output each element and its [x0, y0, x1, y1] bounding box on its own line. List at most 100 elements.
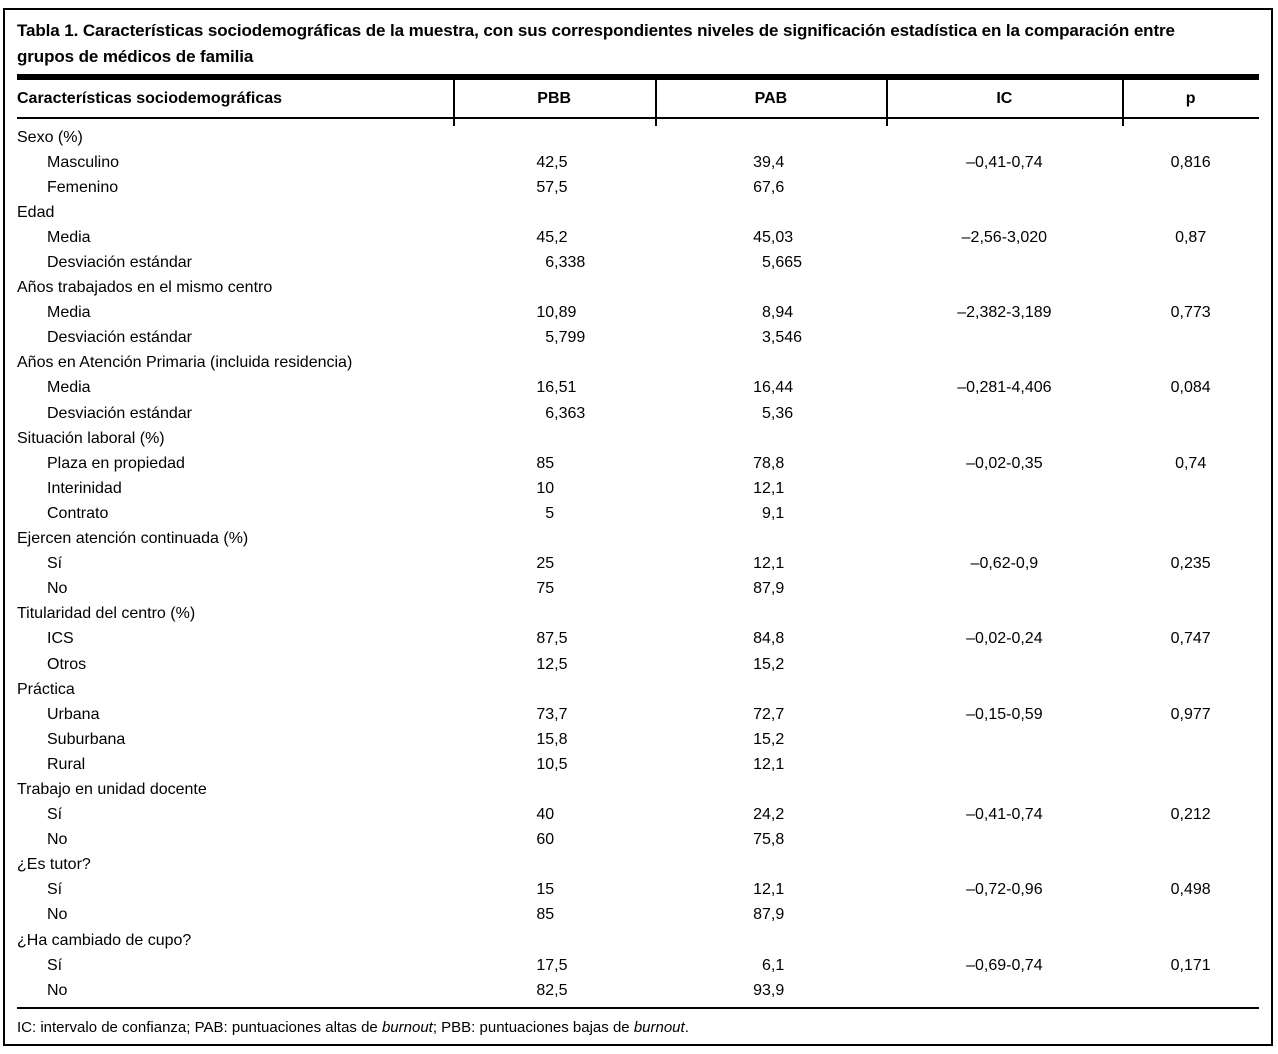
decimal-part	[554, 480, 655, 498]
table-title: Tabla 1. Características sociodemográfic…	[17, 10, 1259, 70]
integer-part: 72	[753, 705, 771, 723]
row-label: Media	[47, 379, 91, 397]
table-row: Desviación estándar 6,363 5,36	[17, 401, 1259, 426]
pbb-value: 15,8	[453, 731, 655, 749]
integer-part: 5	[761, 404, 771, 422]
pbb-value: 12,5	[453, 656, 655, 674]
pab-value: 12,1	[655, 480, 886, 498]
ic-value: –2,382-3,189	[957, 304, 1052, 322]
pbb-value: 6,338	[453, 254, 655, 272]
row-label: No	[47, 831, 68, 849]
decimal-part: ,5	[554, 178, 568, 196]
table-row: Urbana 73,7 72,7 –0,15-0,59 0,977	[17, 702, 1259, 727]
integer-part: 10	[536, 304, 555, 322]
ic-value: –0,72-0,96	[966, 881, 1043, 899]
decimal-part: ,5	[554, 153, 568, 171]
decimal-part: ,03	[770, 228, 794, 246]
integer-part: 6	[545, 254, 555, 272]
integer-part: 87	[753, 906, 771, 924]
pab-value: 16,44	[655, 379, 886, 397]
integer-part: 73	[536, 705, 555, 723]
decimal-part: ,338	[554, 254, 586, 272]
pbb-value: 73,7	[453, 706, 655, 724]
row-label: Ejercen atención continuada (%)	[17, 530, 249, 548]
p-value: 0,498	[1170, 881, 1211, 899]
table-row: Otros 12,5 15,2	[17, 652, 1259, 677]
row-label: ¿Es tutor?	[17, 856, 91, 874]
decimal-part: ,4	[770, 153, 785, 171]
table-row: No 75 87,9	[17, 577, 1259, 602]
table-row: Sí 40 24,2 –0,41-0,74 0,212	[17, 803, 1259, 828]
integer-part: 16	[753, 379, 771, 397]
integer-part: 3	[761, 329, 771, 347]
ic-value: –0,41-0,74	[966, 806, 1043, 824]
row-label: Años en Atención Primaria (incluida resi…	[17, 354, 353, 372]
integer-part: 87	[753, 580, 771, 598]
row-label: Desviación estándar	[47, 329, 192, 347]
integer-part: 57	[536, 178, 555, 196]
pbb-value: 82,5	[453, 982, 655, 1000]
row-label: No	[47, 580, 68, 598]
decimal-part: ,1	[770, 956, 785, 974]
pab-value: 12,1	[655, 555, 886, 573]
integer-part: 87	[536, 630, 555, 648]
pbb-value: 10,89	[453, 304, 655, 322]
integer-part: 12	[753, 555, 771, 573]
pbb-value: 10,5	[453, 756, 655, 774]
decimal-part	[554, 906, 655, 924]
integer-part: 12	[753, 479, 771, 497]
decimal-part: ,1	[770, 504, 785, 522]
pbb-value: 75	[453, 580, 655, 598]
decimal-part: ,7	[554, 705, 568, 723]
table-row: Sí 25 12,1 –0,62-0,9 0,235	[17, 552, 1259, 577]
pbb-value: 10	[453, 480, 655, 498]
pab-value: 15,2	[655, 656, 886, 674]
row-label: Desviación estándar	[47, 404, 192, 422]
integer-part: 8	[761, 304, 771, 322]
pab-value: 5,36	[655, 405, 886, 423]
decimal-part: ,8	[770, 831, 785, 849]
ic-value: –0,62-0,9	[970, 555, 1039, 573]
table-row: ICS 87,5 84,8 –0,02-0,24 0,747	[17, 627, 1259, 652]
decimal-part: ,5	[554, 981, 568, 999]
table-row: ¿Ha cambiado de cupo?	[17, 928, 1259, 953]
pab-value: 3,546	[655, 329, 886, 347]
p-value: 0,235	[1170, 555, 1211, 573]
integer-part: 82	[536, 981, 555, 999]
decimal-part: ,5	[554, 630, 568, 648]
ic-value: –0,02-0,35	[966, 454, 1043, 472]
pab-value: 15,2	[655, 731, 886, 749]
integer-part: 75	[753, 831, 771, 849]
decimal-part: ,94	[770, 304, 794, 322]
table-row: Años en Atención Primaria (incluida resi…	[17, 351, 1259, 376]
integer-part: 15	[536, 881, 555, 899]
table-row: Femenino 57,5 67,6	[17, 175, 1259, 200]
row-label: Plaza en propiedad	[47, 454, 185, 472]
decimal-part: ,9	[770, 580, 785, 598]
row-label: Suburbana	[47, 730, 126, 748]
table-row: Plaza en propiedad 85 78,8 –0,02-0,35 0,…	[17, 451, 1259, 476]
row-label: No	[47, 981, 68, 999]
row-label: Situación laboral (%)	[17, 429, 165, 447]
pbb-value: 60	[453, 831, 655, 849]
row-label: Femenino	[47, 178, 119, 196]
table-row: Sí 17,5 6,1 –0,69-0,74 0,171	[17, 953, 1259, 978]
row-label: Sí	[47, 806, 63, 824]
row-label: Otros	[47, 655, 87, 673]
footnote-rule	[17, 1007, 1259, 1010]
decimal-part: ,9	[770, 981, 785, 999]
decimal-part: ,665	[770, 254, 803, 272]
table-row: Años trabajados en el mismo centro	[17, 276, 1259, 301]
decimal-part: ,1	[770, 479, 785, 497]
table-row: Situación laboral (%)	[17, 426, 1259, 451]
column-divider	[886, 80, 889, 126]
pab-value: 6,1	[655, 957, 886, 975]
pbb-value: 5,799	[453, 329, 655, 347]
integer-part: 5	[545, 504, 555, 522]
table-row: Interinidad 10 12,1	[17, 476, 1259, 501]
ic-value: –0,69-0,74	[966, 956, 1043, 974]
ic-value: –0,41-0,74	[966, 153, 1043, 171]
integer-part: 60	[536, 831, 555, 849]
decimal-part: ,36	[770, 404, 794, 422]
